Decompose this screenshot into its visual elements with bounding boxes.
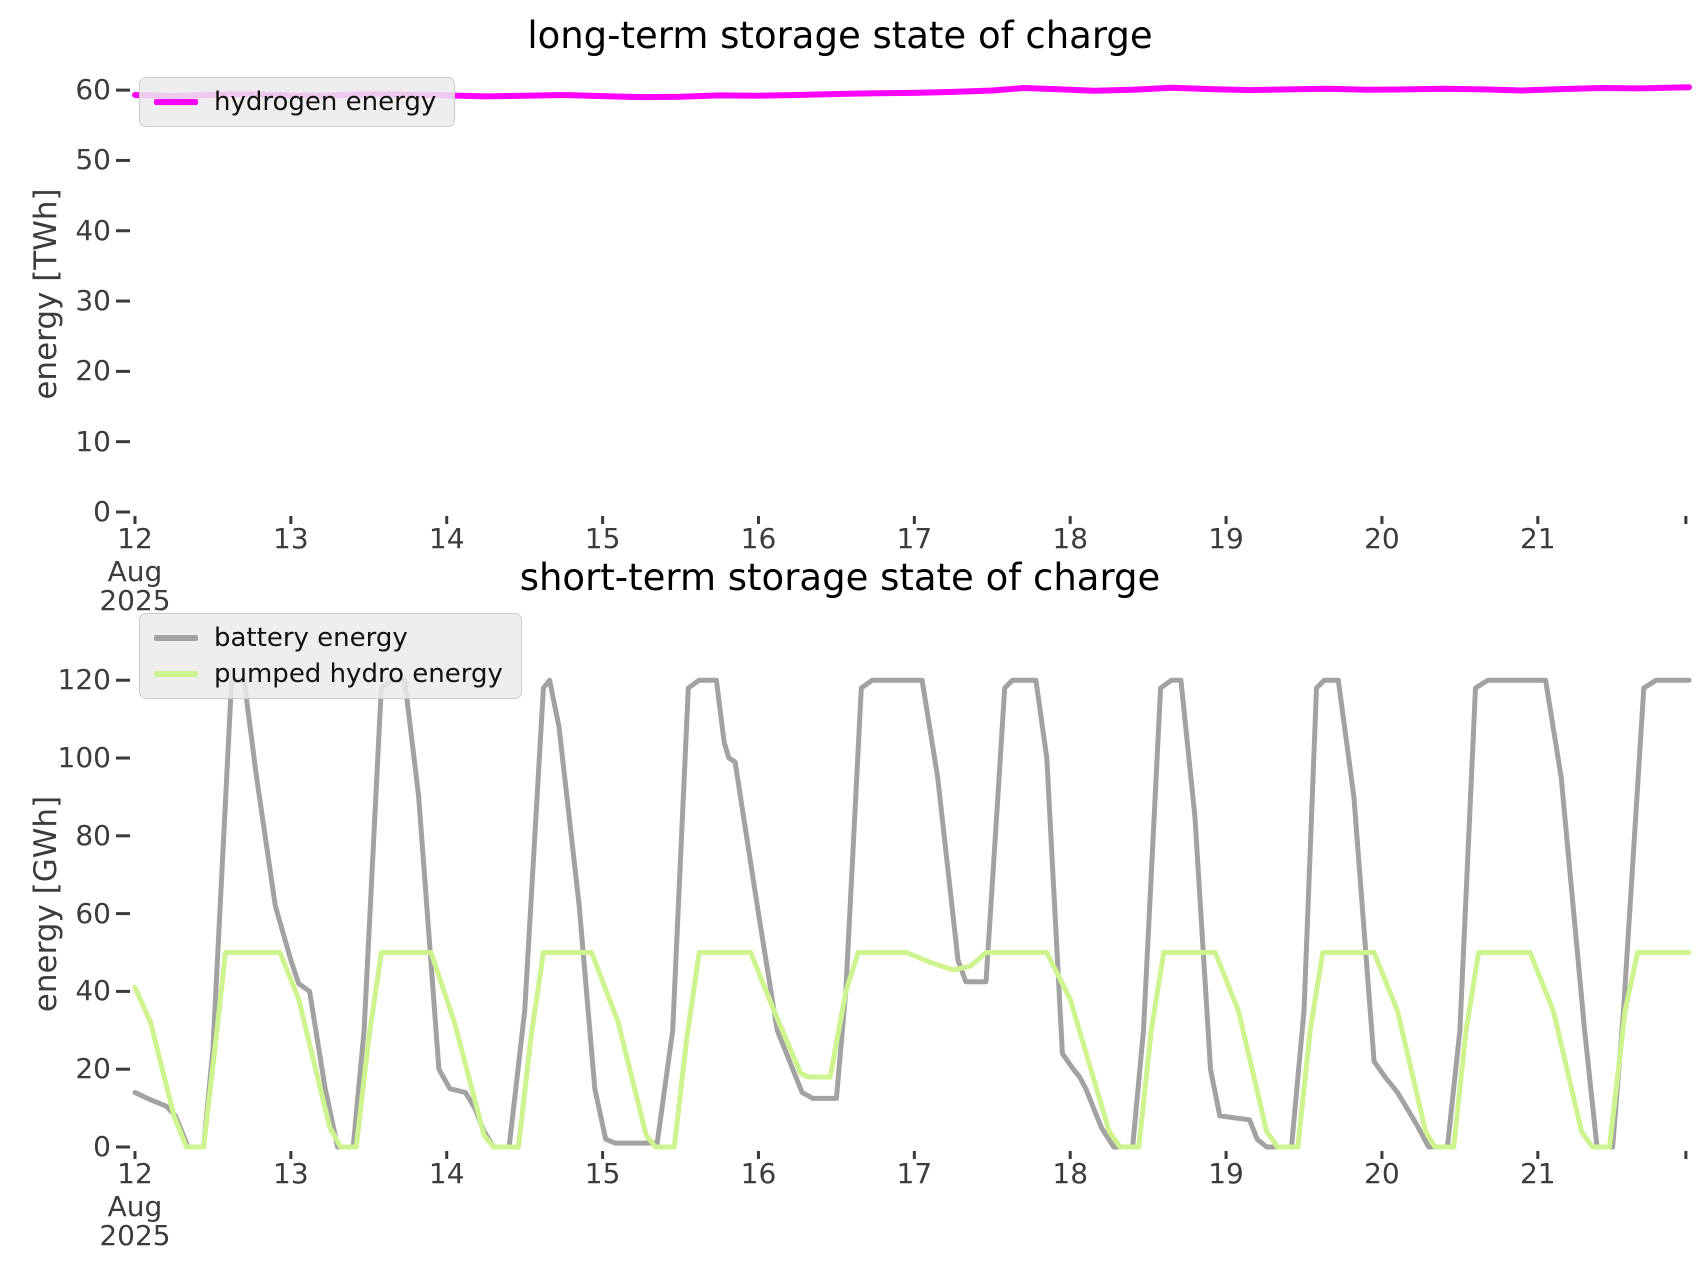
x-tick-label: 18 [1052,522,1089,555]
y-tick-label: 60 [75,896,111,930]
x-tick-label: 14 [428,522,465,555]
short-term-legend: battery energy pumped hydro energy [139,613,522,699]
y-tick-label: 120 [57,663,111,697]
x-tick-label: 19 [1208,1157,1244,1190]
y-tick-label: 20 [75,1052,111,1086]
long-term-legend: hydrogen energy [139,77,456,127]
legend-line-swatch [154,635,198,641]
legend-label: pumped hydro energy [214,659,503,689]
pumped-hydro-energy-line [132,950,1692,1150]
x-tick-label: 17 [896,1157,933,1190]
y-tick-label: 100 [57,741,111,775]
battery-energy-line [132,677,1692,1150]
y-tick-label: 10 [75,424,111,458]
x-tick-label: 16 [740,522,777,555]
legend-line-swatch [154,99,198,105]
x-tick-label: 16 [740,1157,777,1190]
y-tick-label: 0 [93,1130,111,1163]
y-tick-label: 80 [75,818,111,852]
x-tick-label: 12 [117,522,153,555]
y-tick-label: 50 [75,143,111,177]
short-term-chart-title: short-term storage state of charge [519,556,1161,599]
legend-label: hydrogen energy [214,87,437,117]
x-tick-label: 15 [584,522,621,555]
x-tick-sublabel: 2025 [99,1219,171,1252]
y-tick-label: 30 [75,284,111,318]
x-tick-sublabel: 2025 [99,584,171,617]
x-tick-label: 21 [1519,1157,1556,1190]
x-tick-label: 17 [896,522,933,555]
legend-line-swatch [154,671,198,677]
legend-item: pumped hydro energy [154,658,503,690]
legend-item: battery energy [154,622,503,654]
y-tick-label: 60 [75,73,111,107]
y-tick-label: 40 [75,974,111,1008]
x-tick-label: 21 [1519,522,1556,555]
x-tick-label: 13 [273,1157,309,1190]
y-tick-label: 20 [75,354,111,388]
y-tick-label: 40 [75,213,111,247]
x-tick-label: 14 [428,1157,465,1190]
x-tick-label: 20 [1364,522,1400,555]
x-tick-sublabel: Aug [107,1190,163,1223]
legend-item: hydrogen energy [154,86,436,118]
y-tick-label: 0 [93,495,111,528]
x-tick-label: 13 [273,522,309,555]
x-tick-label: 20 [1364,1157,1400,1190]
x-tick-label: 12 [117,1157,153,1190]
long-term-chart-title: long-term storage state of charge [527,14,1153,57]
x-tick-label: 18 [1052,1157,1089,1190]
x-tick-label: 19 [1208,522,1244,555]
x-tick-label: 15 [584,1157,621,1190]
x-tick-sublabel: Aug [107,555,163,588]
legend-label: battery energy [214,623,408,653]
